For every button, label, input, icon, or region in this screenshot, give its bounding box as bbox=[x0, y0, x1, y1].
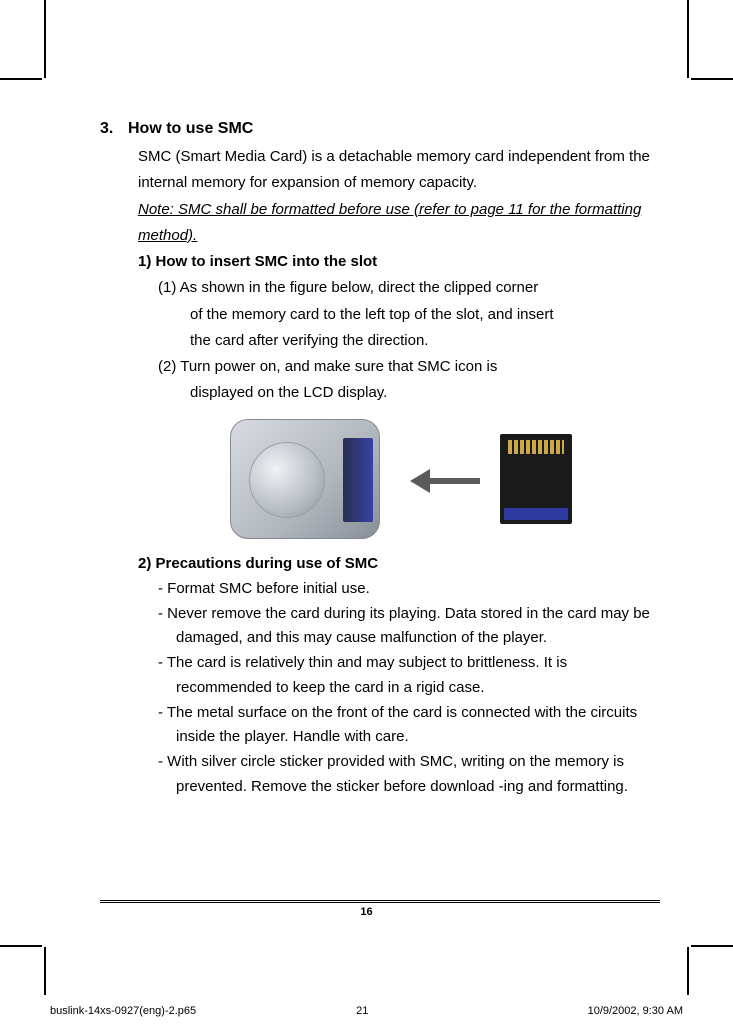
precaution-bullet: - With silver circle sticker provided wi… bbox=[158, 750, 660, 800]
subsection-2-title: 2) Precautions during use of SMC bbox=[138, 551, 660, 577]
insert-smc-figure bbox=[230, 419, 580, 539]
player-device-icon bbox=[230, 419, 380, 539]
intro-paragraph: SMC (Smart Media Card) is a detachable m… bbox=[138, 144, 660, 197]
crop-mark bbox=[0, 78, 42, 80]
footer-sheet: 21 bbox=[196, 1005, 587, 1017]
footer-filename: buslink-14xs-0927(eng)-2.p65 bbox=[50, 1005, 196, 1017]
crop-mark bbox=[687, 947, 689, 995]
step-2-lead: (2) Turn power on, and make sure that SM… bbox=[158, 354, 660, 380]
precaution-bullet: - The metal surface on the front of the … bbox=[158, 701, 660, 751]
smc-card-icon bbox=[500, 434, 572, 524]
smc-contacts-icon bbox=[508, 440, 564, 454]
page-footer-rule bbox=[100, 900, 660, 903]
arrow-line-icon bbox=[424, 478, 480, 484]
crop-mark bbox=[691, 945, 733, 947]
precaution-bullet: - Never remove the card during its playi… bbox=[158, 602, 660, 652]
page-number: 16 bbox=[0, 906, 733, 918]
note-text: Note: SMC shall be formatted before use … bbox=[138, 197, 660, 250]
crop-mark bbox=[691, 78, 733, 80]
smc-label-icon bbox=[504, 508, 568, 520]
print-footer: buslink-14xs-0927(eng)-2.p65 21 10/9/200… bbox=[50, 1005, 683, 1017]
device-dial-icon bbox=[249, 442, 325, 518]
crop-mark bbox=[0, 945, 42, 947]
precaution-bullet: - The card is relatively thin and may su… bbox=[158, 651, 660, 701]
page-content: 3.How to use SMC SMC (Smart Media Card) … bbox=[100, 120, 660, 800]
section-title: How to use SMC bbox=[128, 120, 253, 137]
footer-timestamp: 10/9/2002, 9:30 AM bbox=[588, 1005, 683, 1017]
crop-mark bbox=[44, 947, 46, 995]
crop-mark bbox=[44, 0, 46, 78]
subsection-1-title: 1) How to insert SMC into the slot bbox=[138, 249, 660, 275]
device-slot-icon bbox=[343, 438, 373, 522]
step-1-lead: (1) As shown in the figure below, direct… bbox=[158, 275, 660, 301]
step-1-cont: the card after verifying the direction. bbox=[190, 328, 660, 354]
left-arrow-icon bbox=[410, 469, 480, 493]
section-number: 3. bbox=[100, 120, 128, 138]
step-2-cont: displayed on the LCD display. bbox=[190, 380, 660, 406]
section-heading: 3.How to use SMC bbox=[100, 120, 660, 138]
precaution-bullet: - Format SMC before initial use. bbox=[158, 577, 660, 602]
step-1-cont: of the memory card to the left top of th… bbox=[190, 302, 660, 328]
crop-mark bbox=[687, 0, 689, 78]
